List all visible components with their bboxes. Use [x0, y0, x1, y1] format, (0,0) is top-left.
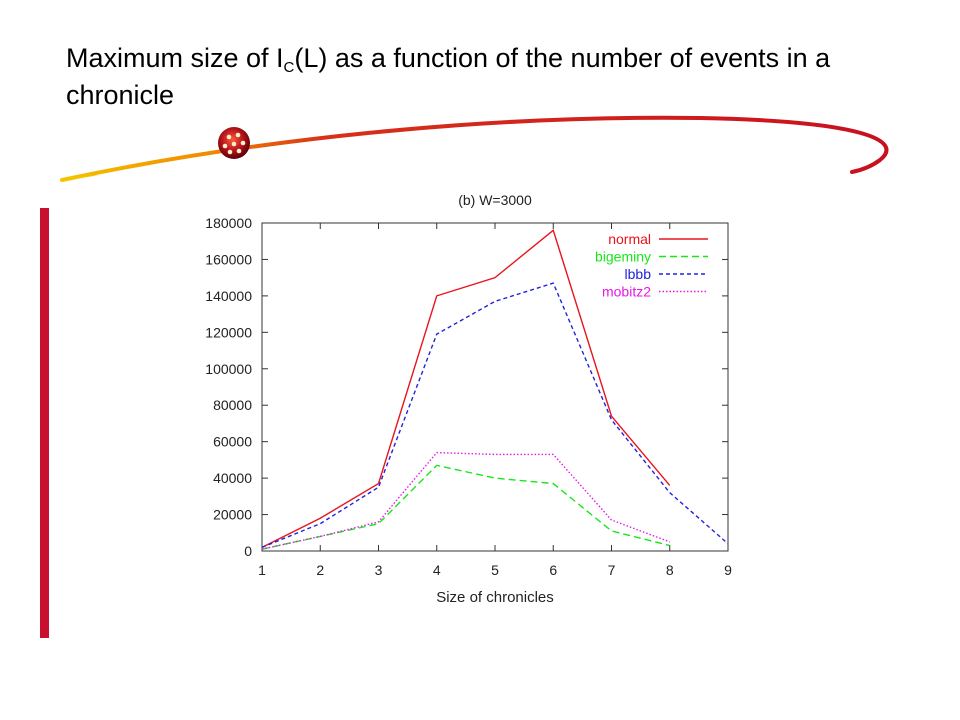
- x-tick-label: 4: [433, 562, 441, 578]
- series-line-lbbb: [261, 282, 729, 549]
- swoosh-line: [60, 115, 889, 182]
- legend-label-bigeminy: bigeminy: [595, 249, 651, 265]
- slide-title: Maximum size of IC(L) as a function of t…: [66, 40, 936, 114]
- y-tick-label: 140000: [205, 288, 252, 304]
- x-tick-label: 9: [724, 562, 732, 578]
- y-tick-label: 40000: [213, 470, 252, 486]
- x-tick-label: 8: [666, 562, 674, 578]
- x-tick-label: 7: [608, 562, 616, 578]
- legend-label-normal: normal: [608, 231, 651, 247]
- series-line-mobitz2: [261, 451, 670, 550]
- slide-title-main: Maximum size of I: [66, 43, 284, 73]
- swoosh-tail: [62, 175, 100, 181]
- x-tick-label: 6: [549, 562, 557, 578]
- slide-title-subscript: C: [283, 59, 295, 76]
- legend-label-lbbb: lbbb: [625, 266, 652, 282]
- y-tick-label: 160000: [205, 251, 252, 267]
- x-axis-title: Size of chronicles: [436, 589, 554, 606]
- plot-border: [261, 222, 729, 552]
- series-line-normal: [261, 229, 671, 548]
- series-line-bigeminy: [261, 464, 670, 550]
- y-tick-label: 120000: [205, 324, 252, 340]
- y-tick-label: 20000: [213, 507, 252, 523]
- x-tick-label: 5: [491, 562, 499, 578]
- y-tick-label: 0: [244, 543, 252, 559]
- y-tick-label: 100000: [205, 361, 252, 377]
- orb-icon: [218, 127, 250, 159]
- y-tick-label: 60000: [213, 434, 252, 450]
- legend-label-mobitz2: mobitz2: [602, 284, 651, 300]
- accent-bar: [40, 208, 49, 638]
- chart-title: (b) W=3000: [458, 192, 532, 208]
- x-tick-label: 3: [375, 562, 383, 578]
- x-tick-label: 2: [316, 562, 324, 578]
- y-tick-label: 80000: [213, 397, 252, 413]
- y-tick-label: 180000: [205, 215, 252, 231]
- x-tick-label: 1: [258, 562, 266, 578]
- slide-title-rest: (L) as a function of the number of event…: [66, 43, 831, 110]
